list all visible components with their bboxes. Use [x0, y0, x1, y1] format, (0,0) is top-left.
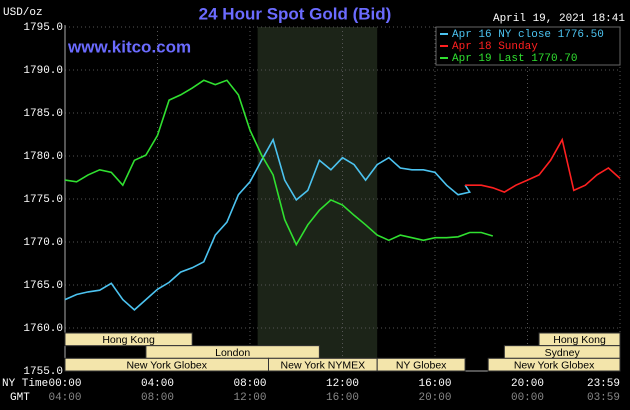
legend-label: Apr 19 Last 1770.70	[452, 53, 577, 65]
x-tick-label: 16:00	[418, 378, 451, 390]
x2-tick-label: 08:00	[141, 392, 174, 404]
session-bar	[487, 357, 621, 372]
session-label: NY Globex	[396, 359, 447, 371]
session-label: Hong Kong	[102, 334, 155, 346]
chart-title: 24 Hour Spot Gold (Bid)	[199, 4, 392, 23]
price-line	[465, 137, 621, 193]
x2-tick-label: 12:00	[233, 392, 266, 404]
session-label: New York NYMEX	[281, 359, 366, 371]
y-tick-label: 1785.0	[23, 108, 63, 120]
x2-tick-label: 16:00	[326, 392, 359, 404]
y-tick-label: 1760.0	[23, 323, 63, 335]
y-tick-label: 1765.0	[23, 280, 63, 292]
y-tick-label: 1770.0	[23, 237, 63, 249]
price-line	[64, 137, 472, 311]
site-label: www.kitco.com	[67, 37, 191, 56]
session-label: Hong Kong	[553, 334, 606, 346]
y-tick-label: 1795.0	[23, 22, 63, 34]
price-line	[64, 79, 494, 247]
x-tick-label: 12:00	[326, 378, 359, 390]
x2-tick-label: 04:00	[48, 392, 81, 404]
x-tick-label: 23:59	[587, 378, 620, 390]
legend-label: Apr 18 Sunday	[452, 41, 538, 53]
chart-date: April 19, 2021 18:41	[493, 13, 625, 25]
y-tick-label: 1755.0	[23, 366, 63, 378]
session-label: New York Globex	[514, 359, 595, 371]
x2-tick-label: 20:00	[418, 392, 451, 404]
x2-tick-label: 00:00	[511, 392, 544, 404]
x-tick-label: 00:00	[48, 378, 81, 390]
y-tick-label: 1790.0	[23, 65, 63, 77]
legend-box	[435, 26, 621, 66]
legend-label: Apr 16 NY close 1776.50	[452, 29, 604, 41]
unit-label: USD/oz	[3, 7, 43, 19]
x2-tick-label: 03:59	[587, 392, 620, 404]
x2-axis-label: GMT	[10, 392, 30, 404]
session-bar	[376, 357, 466, 372]
y-tick-label: 1780.0	[23, 151, 63, 163]
session-label: Sydney	[545, 347, 581, 359]
x-tick-label: 08:00	[233, 378, 266, 390]
x-tick-label: 20:00	[511, 378, 544, 390]
x-axis-label: NY Time	[2, 378, 48, 390]
session-label: New York Globex	[126, 359, 207, 371]
x-tick-label: 04:00	[141, 378, 174, 390]
session-label: London	[215, 347, 250, 359]
session-bar	[64, 332, 193, 347]
y-tick-label: 1775.0	[23, 194, 63, 206]
